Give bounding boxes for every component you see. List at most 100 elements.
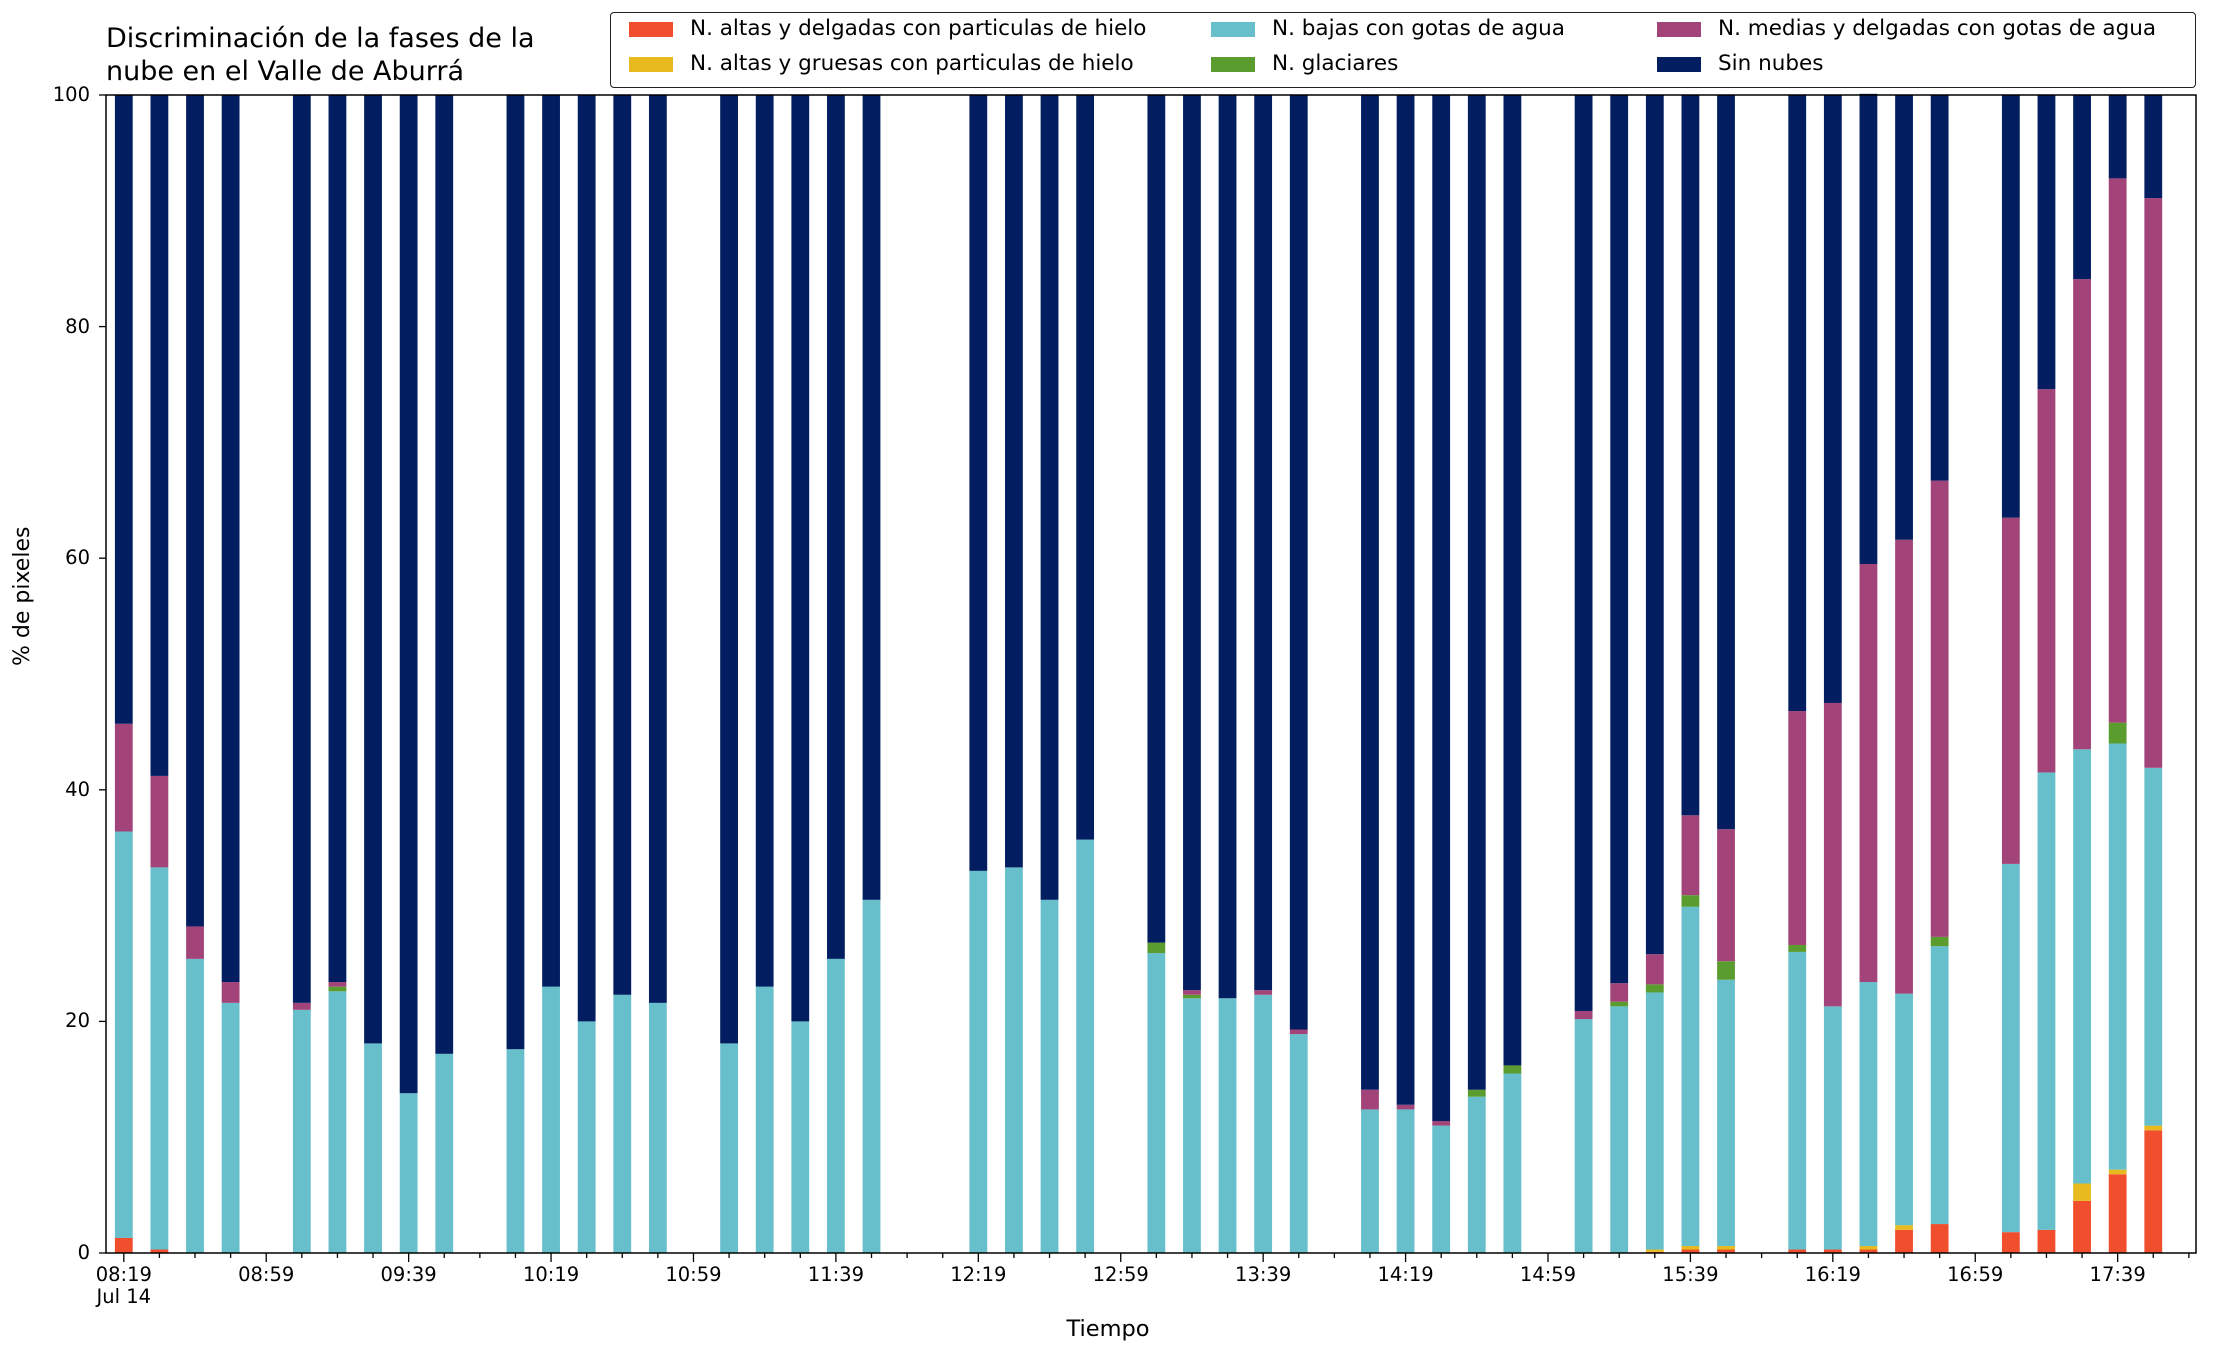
bar-segment-08:29-s0 — [150, 1249, 169, 1253]
bar-segment-16:39-s2 — [1895, 993, 1913, 1226]
bar-segment-17:39-s2 — [2108, 743, 2127, 1170]
bar-segment-13:39-s5 — [1254, 95, 1273, 991]
bar-segment-08:49-s5 — [221, 95, 240, 983]
bar-segment-17:49-s5 — [2144, 95, 2163, 199]
bar-segment-08:39-s2 — [186, 958, 204, 1253]
bar-segment-15:39-s1 — [1681, 1246, 1700, 1250]
bar-segment-15:49-s4 — [1717, 829, 1735, 962]
bar-segment-08:49-s2 — [221, 1002, 240, 1253]
bar-segment-17:39-s1 — [2108, 1169, 2127, 1175]
bar-segment-14:49-s2 — [1503, 1073, 1522, 1253]
bar-segment-13:19-s3 — [1183, 994, 1201, 999]
bar-segment-10:19-s5 — [542, 95, 560, 987]
bar-segment-16:19-s0 — [1823, 1249, 1842, 1253]
bar-segment-10:09-s5 — [506, 95, 525, 1050]
bar-segment-12:39-s5 — [1040, 95, 1059, 900]
bar-segment-17:09-s2 — [2001, 863, 2020, 1233]
bar-segment-11:19-s5 — [755, 95, 774, 987]
bar-segment-09:19-s5 — [328, 95, 347, 983]
x-tick-label: 14:19 — [1377, 1263, 1434, 1286]
bar-segment-16:29-s2 — [1859, 982, 1878, 1247]
bar-segment-15:39-s3 — [1681, 895, 1700, 907]
bar-stacks — [114, 93, 2163, 1253]
legend-label: N. glaciares — [1272, 51, 1399, 76]
bar-segment-14:29-s4 — [1432, 1120, 1451, 1126]
bar-segment-14:19-s5 — [1396, 95, 1415, 1105]
plot-frame — [105, 94, 2197, 1254]
bar-segment-13:19-s2 — [1183, 998, 1201, 1253]
bar-segment-17:19-s2 — [2037, 772, 2056, 1230]
x-tick-label: 11:39 — [807, 1263, 864, 1286]
bar-segment-15:19-s4 — [1610, 983, 1629, 1002]
bar-segment-09:09-s4 — [292, 1002, 311, 1010]
bar-segment-16:09-s3 — [1788, 944, 1807, 952]
bar-segment-10:29-s2 — [577, 1021, 596, 1253]
bar-segment-14:29-s2 — [1432, 1125, 1451, 1253]
bar-segment-10:29-s5 — [577, 95, 596, 1022]
bar-segment-17:39-s4 — [2108, 178, 2127, 723]
bar-segment-16:09-s4 — [1788, 711, 1807, 945]
bar-segment-15:49-s3 — [1717, 961, 1735, 980]
x-tick-label: 12:19 — [950, 1263, 1007, 1286]
bar-segment-16:39-s4 — [1895, 539, 1913, 994]
bar-segment-17:49-s0 — [2144, 1130, 2163, 1253]
bar-segment-17:29-s2 — [2073, 749, 2091, 1184]
bar-segment-16:19-s4 — [1823, 702, 1842, 1007]
bar-segment-11:39-s2 — [826, 958, 845, 1253]
bar-segment-15:29-s2 — [1645, 992, 1664, 1250]
bar-segment-17:49-s1 — [2144, 1125, 2163, 1131]
x-tick-label: 10:59 — [665, 1263, 722, 1286]
y-tick-label: 60 — [65, 546, 90, 570]
bar-segment-17:29-s0 — [2073, 1200, 2091, 1253]
bar-segment-15:29-s1 — [1645, 1249, 1664, 1252]
bar-segment-16:19-s5 — [1823, 95, 1842, 703]
bar-segment-11:29-s5 — [791, 95, 810, 1022]
bar-segment-13:49-s2 — [1289, 1034, 1308, 1253]
bar-segment-15:29-s5 — [1645, 95, 1664, 955]
bar-segment-09:19-s4 — [328, 982, 347, 987]
bar-segment-14:39-s2 — [1467, 1096, 1486, 1253]
bar-segment-16:29-s1 — [1859, 1246, 1878, 1250]
bar-segment-10:09-s2 — [506, 1049, 525, 1253]
y-tick-label: 0 — [77, 1241, 90, 1264]
x-tick-label: 10:19 — [522, 1263, 580, 1286]
legend-label: N. medias y delgadas con gotas de agua — [1718, 16, 2157, 41]
bar-segment-08:29-s5 — [150, 95, 169, 776]
bar-segment-17:49-s2 — [2144, 767, 2163, 1126]
bar-segment-10:39-s2 — [613, 994, 632, 1253]
x-tick-label: 15:39 — [1662, 1263, 1719, 1286]
bar-segment-11:39-s5 — [826, 95, 845, 959]
x-axis-label: Tiempo — [1066, 1316, 1150, 1342]
bar-segment-08:19-s0 — [114, 1237, 133, 1253]
bar-segment-15:49-s2 — [1717, 979, 1735, 1247]
bar-segment-13:39-s4 — [1254, 990, 1273, 995]
bar-segment-08:29-s4 — [150, 775, 169, 868]
chart-title: Discriminación de la fases de la nube en… — [106, 23, 535, 87]
legend-swatch — [1211, 57, 1255, 72]
bar-segment-13:09-s2 — [1147, 953, 1166, 1253]
legend-swatch — [1211, 22, 1255, 37]
bar-segment-15:09-s4 — [1574, 1010, 1593, 1020]
bar-segment-12:29-s5 — [1005, 95, 1023, 868]
bar-segment-09:19-s3 — [328, 986, 347, 992]
bar-segment-15:39-s0 — [1681, 1249, 1700, 1253]
bar-segment-13:29-s5 — [1218, 95, 1237, 999]
x-tick-label: 08:59 — [238, 1263, 295, 1286]
bar-segment-13:19-s4 — [1183, 990, 1201, 995]
bar-segment-14:29-s5 — [1432, 95, 1451, 1121]
legend-label: Sin nubes — [1718, 51, 1824, 76]
bar-segment-13:49-s4 — [1289, 1029, 1308, 1035]
bar-segment-17:19-s5 — [2037, 95, 2056, 390]
legend-swatch — [1657, 57, 1701, 72]
bar-segment-14:09-s4 — [1361, 1089, 1379, 1110]
bar-segment-16:09-s2 — [1788, 951, 1807, 1250]
bar-segment-11:49-s2 — [862, 899, 881, 1253]
bar-segment-12:19-s5 — [969, 95, 988, 871]
bar-segment-08:29-s2 — [150, 867, 169, 1250]
x-tick-label: 12:59 — [1092, 1263, 1149, 1286]
legend-swatch — [629, 22, 673, 37]
bar-segment-08:19-s2 — [114, 831, 133, 1238]
y-tick-label: 40 — [65, 777, 90, 801]
x-tick-label: 16:59 — [1947, 1263, 2004, 1286]
bar-segment-17:39-s5 — [2108, 95, 2127, 179]
